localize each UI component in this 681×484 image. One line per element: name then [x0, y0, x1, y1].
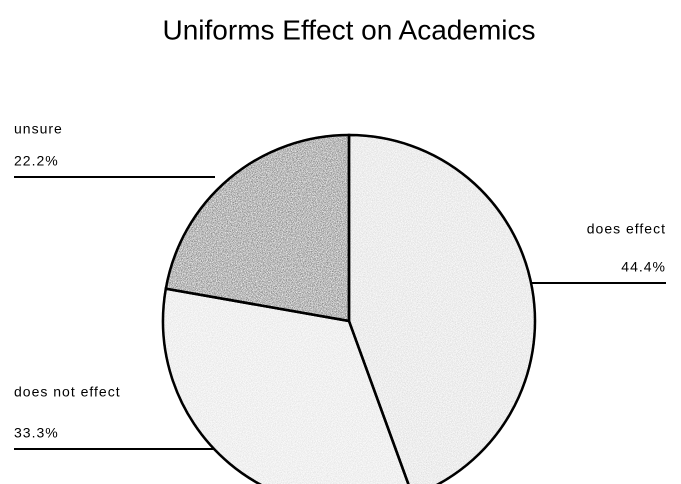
value-label: 33.3% — [14, 425, 59, 441]
slice-label: does effect — [587, 221, 666, 237]
pie — [161, 133, 537, 484]
slice-label: unsure — [14, 121, 63, 137]
slice-outline — [164, 133, 351, 323]
slice-label: does not effect — [14, 384, 121, 400]
value-label: 22.2% — [14, 153, 59, 169]
chart-title: Uniforms Effect on Academics — [163, 14, 536, 45]
slice-outline — [161, 287, 410, 484]
value-label: 44.4% — [621, 259, 666, 275]
slice-outline — [347, 133, 537, 484]
